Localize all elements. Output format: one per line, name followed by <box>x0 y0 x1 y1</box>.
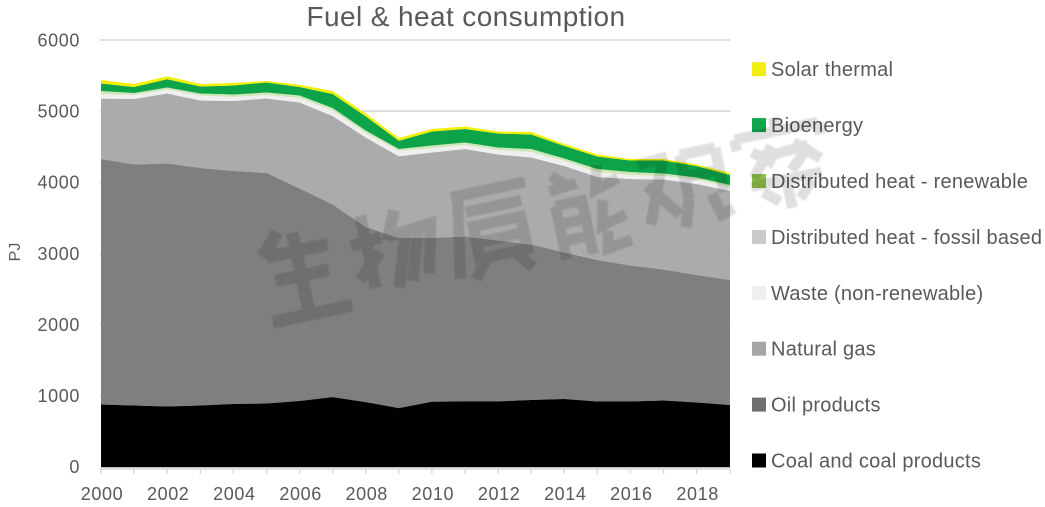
svg-text:1000: 1000 <box>38 386 80 406</box>
svg-text:Waste (non-renewable): Waste (non-renewable) <box>771 283 983 305</box>
svg-text:2008: 2008 <box>345 484 387 502</box>
svg-text:Distributed heat - fossil base: Distributed heat - fossil based <box>771 227 1042 249</box>
svg-text:2014: 2014 <box>544 484 586 502</box>
svg-text:Natural gas: Natural gas <box>771 339 876 361</box>
svg-text:2018: 2018 <box>676 484 718 502</box>
svg-text:Fuel & heat consumption: Fuel & heat consumption <box>307 1 626 32</box>
svg-text:5000: 5000 <box>38 102 80 122</box>
svg-text:2000: 2000 <box>81 484 123 502</box>
svg-text:2006: 2006 <box>279 484 321 502</box>
svg-text:2002: 2002 <box>147 484 189 502</box>
svg-text:2010: 2010 <box>412 484 454 502</box>
svg-text:Oil products: Oil products <box>771 395 881 417</box>
svg-text:0: 0 <box>69 457 80 477</box>
svg-text:Distributed heat - renewable: Distributed heat - renewable <box>771 171 1028 193</box>
svg-text:3000: 3000 <box>38 244 80 264</box>
svg-text:2000: 2000 <box>38 315 80 335</box>
svg-text:6000: 6000 <box>38 31 80 51</box>
svg-text:2004: 2004 <box>213 484 255 502</box>
svg-text:4000: 4000 <box>38 173 80 193</box>
svg-text:Solar thermal: Solar thermal <box>771 59 893 81</box>
svg-text:2016: 2016 <box>610 484 652 502</box>
svg-text:2012: 2012 <box>478 484 520 502</box>
svg-text:Coal and coal products: Coal and coal products <box>771 451 981 473</box>
svg-text:PJ: PJ <box>7 243 24 262</box>
